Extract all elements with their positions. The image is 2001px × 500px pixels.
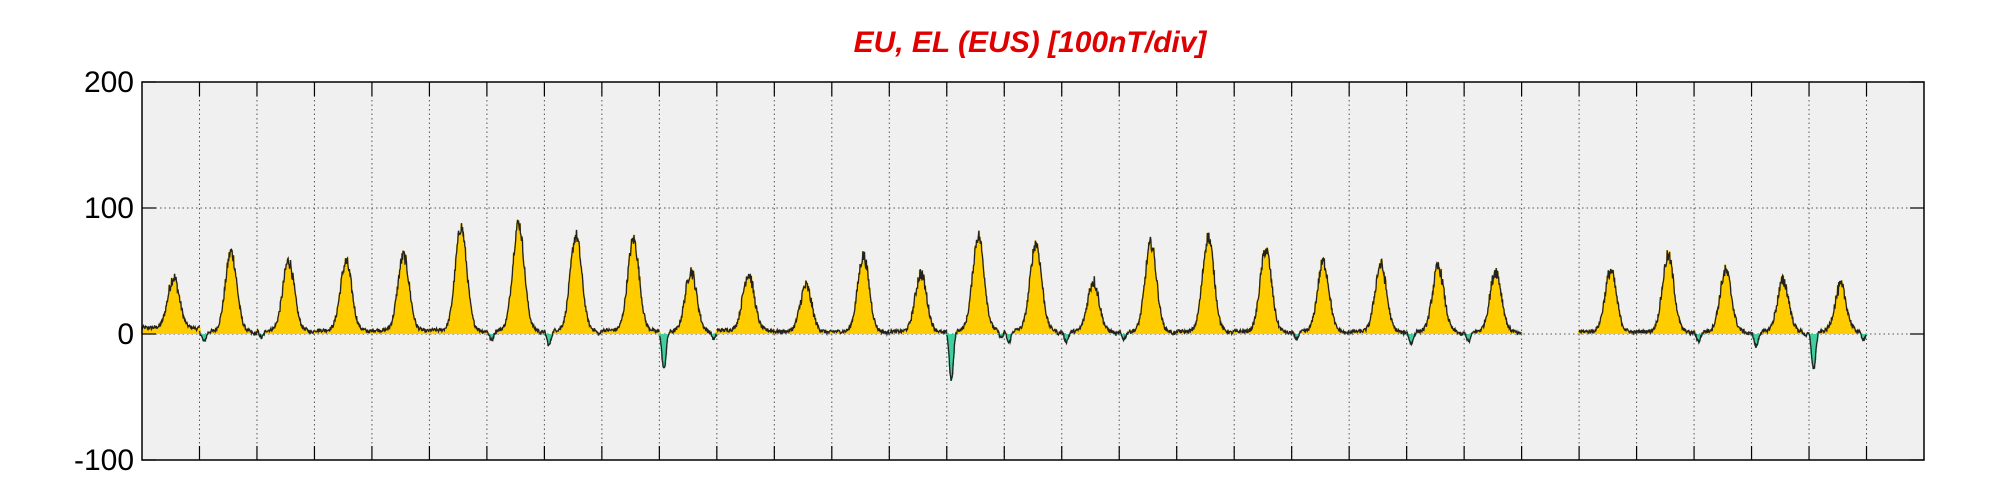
- trace-line-day: [658, 267, 718, 369]
- trace-line-day: [429, 223, 488, 335]
- trace-line-day: [198, 247, 258, 342]
- axis-ticks: [142, 81, 1924, 461]
- trace-line-day: [256, 256, 315, 340]
- trace-line-day: [141, 273, 201, 333]
- trace-line-day: [831, 251, 890, 338]
- trace-line-day: [1750, 273, 1810, 348]
- trace-line-day: [1463, 267, 1522, 345]
- y-tick-label: 0: [117, 318, 134, 351]
- trace-line-day: [946, 230, 1005, 381]
- trace-line-day: [313, 256, 373, 335]
- trace-line-day: [1118, 236, 1178, 343]
- y-tick-label: 200: [84, 66, 134, 99]
- trace-line-day: [1636, 250, 1695, 337]
- trace-line-day: [1061, 276, 1120, 346]
- trace-line-day: [1291, 256, 1350, 341]
- trace-line-day: [1233, 247, 1293, 337]
- trace-line-day: [889, 269, 948, 336]
- trace-line-day: [543, 229, 603, 347]
- chart-title: EU, EL (EUS) [100nT/div]: [854, 26, 1208, 59]
- trace-line-day: [1003, 240, 1063, 346]
- trace-line-day: [773, 280, 833, 337]
- data-line: [141, 219, 1867, 381]
- trace-line-day: [1693, 264, 1753, 345]
- trace-line-day: [1578, 268, 1638, 336]
- trace-line-day: [371, 250, 431, 335]
- trace-line-day: [486, 219, 546, 343]
- trace-line-day: [1406, 260, 1465, 347]
- trace-line-day: [1348, 258, 1408, 338]
- y-tick-label: 100: [84, 192, 134, 225]
- plot-frame: [141, 81, 1925, 461]
- trace-line-day: [1176, 232, 1235, 337]
- y-tick-labels: -100 0 100 200: [74, 66, 134, 477]
- trace-line-day: [601, 234, 660, 334]
- trace-line-day: [716, 273, 775, 335]
- y-tick-label: -100: [74, 444, 134, 477]
- positive-fill-day: [1060, 276, 1121, 334]
- trace-line-day: [1808, 280, 1867, 370]
